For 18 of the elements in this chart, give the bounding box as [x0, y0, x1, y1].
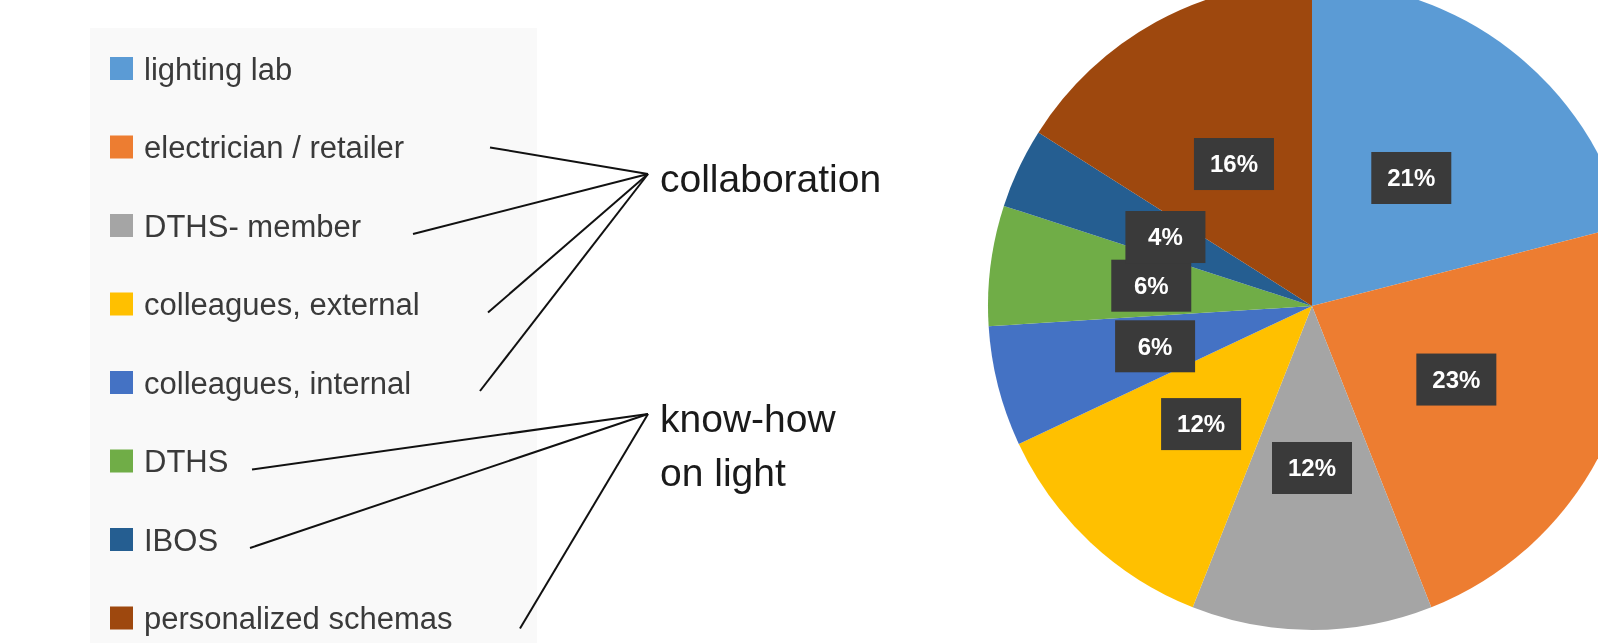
legend-label: IBOS	[144, 522, 219, 558]
data-label: 16%	[1209, 150, 1258, 178]
data-label: 21%	[1387, 164, 1436, 192]
legend-label: lighting lab	[144, 51, 293, 87]
data-label: 12%	[1177, 410, 1226, 438]
legend-label: colleagues, internal	[144, 365, 412, 401]
legend-label: DTHS	[144, 444, 229, 480]
data-label: 12%	[1287, 454, 1337, 482]
data-label: 4%	[1148, 223, 1183, 251]
legend-label: colleagues, external	[144, 287, 420, 323]
text: collaboration	[660, 156, 882, 200]
text: know-how on light	[660, 396, 837, 495]
data-label: 6%	[1137, 332, 1173, 360]
legend-label: electrician / retailer	[144, 130, 405, 166]
legend-label: DTHS- member	[144, 208, 362, 244]
data-label: 6%	[1133, 272, 1169, 300]
data-label: 23%	[1432, 365, 1481, 393]
legend-label: personalized schemas	[144, 601, 453, 637]
